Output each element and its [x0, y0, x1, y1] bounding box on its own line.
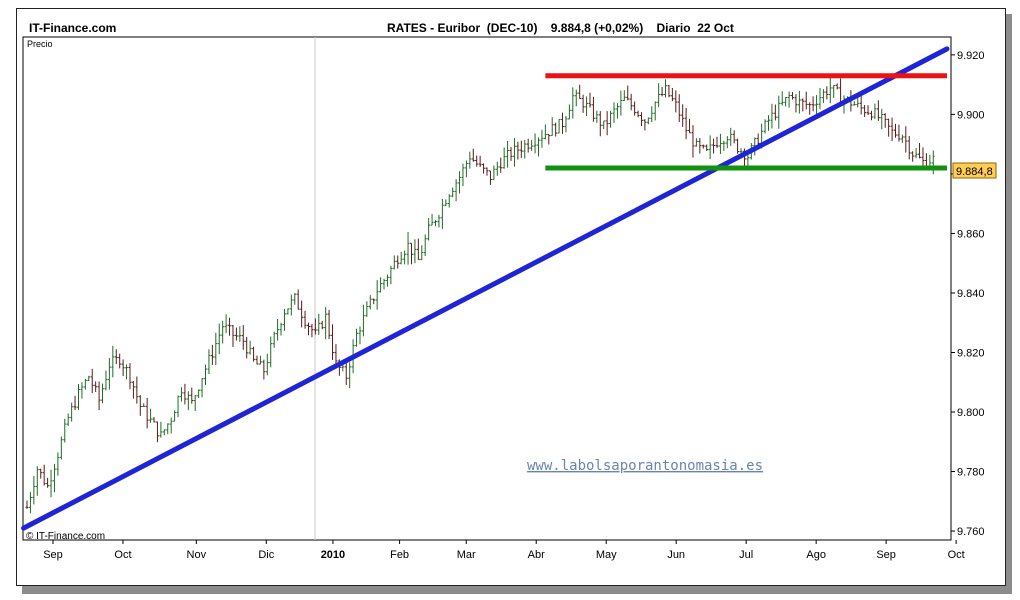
x-axis: Sep Oct Nov Dic 2010 Feb Mar Abr May Jun Jul Ago Sep…	[43, 540, 965, 561]
last-price-box	[952, 162, 997, 179]
x-tick-label: Sep	[43, 549, 63, 561]
x-tick-label: Sep	[876, 549, 896, 561]
chart-title: RATES - Euribor (DEC-10) 9.884,8 (+0,02%…	[387, 21, 734, 35]
x-tick-label: Abr	[528, 549, 545, 561]
y-tick-label: 9.800	[957, 407, 985, 419]
y-tick-label: 9.840	[957, 288, 985, 300]
x-tick-label: Oct	[948, 549, 965, 561]
x-tick-label: Oct	[114, 549, 131, 561]
y-tick-label: 9.920	[957, 50, 985, 62]
last-price-marker: 9.884,8	[952, 162, 997, 179]
x-tick-label: Feb	[390, 549, 409, 561]
chart-header: IT-Finance.com RATES - Euribor (DEC-10) …	[29, 21, 989, 37]
x-tick-label: Jul	[739, 549, 753, 561]
y-tick-label: 9.860	[957, 228, 985, 240]
x-tick-label: Jun	[667, 549, 685, 561]
x-tick-label: Ago	[806, 549, 826, 561]
x-tick-label: Nov	[187, 549, 207, 561]
indicator-lines	[21, 46, 950, 531]
x-tick-label: Mar	[457, 549, 476, 561]
x-tick-label: 2010	[321, 549, 345, 561]
y-tick-label: 9.900	[957, 109, 985, 121]
y-tick-label: 9.780	[957, 467, 985, 479]
last-price-label: 9.884,8	[956, 166, 993, 178]
x-tick-label: Dic	[258, 549, 274, 561]
x-tick-label: May	[596, 549, 617, 561]
watermark-link[interactable]: www.labolsaporantonomasia.es	[527, 458, 763, 474]
y-axis: 9.9209.9009.8809.8609.8409.8209.8009.780…	[951, 50, 985, 538]
y-tick-label: 9.760	[957, 526, 985, 538]
copyright-text: © IT-Finance.com	[26, 531, 105, 542]
site-name: IT-Finance.com	[29, 21, 117, 35]
y-axis-label: Precio	[27, 39, 53, 49]
y-tick-label: 9.820	[957, 347, 985, 359]
price-bars	[25, 76, 935, 514]
uptrend-line	[21, 46, 950, 531]
